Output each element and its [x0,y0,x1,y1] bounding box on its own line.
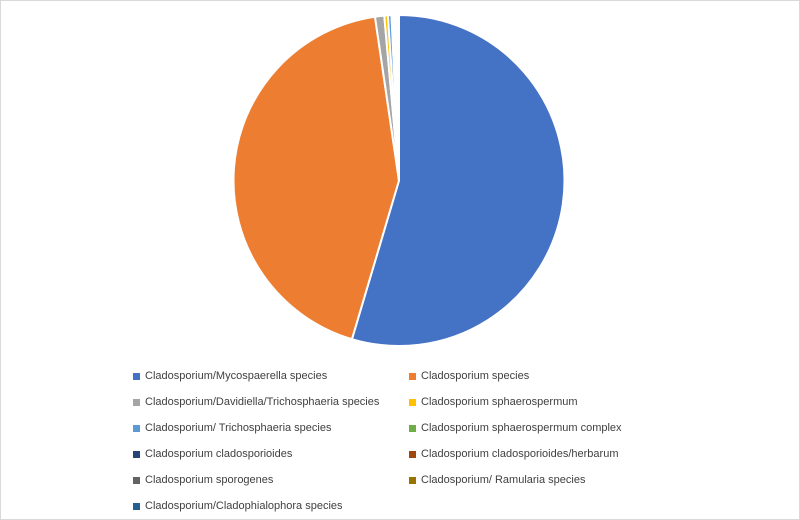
legend: Cladosporium/Mycospaerella species Clados… [133,363,622,519]
legend-item: Cladosporium cladosporioides/herbarum [409,447,622,460]
legend-label: Cladosporium sphaerospermum [421,395,578,408]
legend-item: Cladosporium/Mycospaerella species [133,369,409,382]
legend-label: Cladosporium cladosporioides/herbarum [421,447,619,460]
legend-item: Cladosporium/ Trichosphaeria species [133,421,409,434]
pie-slice [350,13,566,347]
legend-label: Cladosporium cladosporioides [145,447,293,460]
legend-swatch-icon [133,424,140,432]
pie-slice [396,13,400,181]
legend-swatch-icon [133,450,140,458]
legend-item: Cladosporium sporogenes [133,473,409,486]
legend-label: Cladosporium/Davidiella/Trichosphaeria s… [145,395,380,408]
legend-swatch-icon [133,502,140,510]
legend-item: Cladosporium sphaerospermum [409,395,622,408]
legend-swatch-icon [409,398,416,406]
legend-swatch-icon [409,476,416,484]
legend-label: Cladosporium/ Ramularia species [421,473,586,486]
legend-item: Cladosporium cladosporioides [133,447,409,460]
legend-label: Cladosporium species [421,369,530,382]
legend-swatch-icon [409,372,416,380]
legend-swatch-icon [409,424,416,432]
legend-label: Cladosporium sporogenes [145,473,274,486]
legend-item: Cladosporium/Davidiella/Trichosphaeria s… [133,395,409,408]
legend-label: Cladosporium/Mycospaerella species [145,369,328,382]
legend-item: Cladosporium/Cladophialophora species [133,499,409,512]
legend-swatch-icon [133,476,140,484]
legend-item: Cladosporium/ Ramularia species [409,473,622,486]
legend-label: Cladosporium/ Trichosphaeria species [145,421,332,434]
legend-label: Cladosporium sphaerospermum complex [421,421,622,434]
legend-label: Cladosporium/Cladophialophora species [145,499,343,512]
legend-swatch-icon [133,398,140,406]
legend-swatch-icon [133,372,140,380]
legend-swatch-icon [409,450,416,458]
legend-item: Cladosporium sphaerospermum complex [409,421,622,434]
legend-item: Cladosporium species [409,369,622,382]
pie-slice [232,15,401,341]
